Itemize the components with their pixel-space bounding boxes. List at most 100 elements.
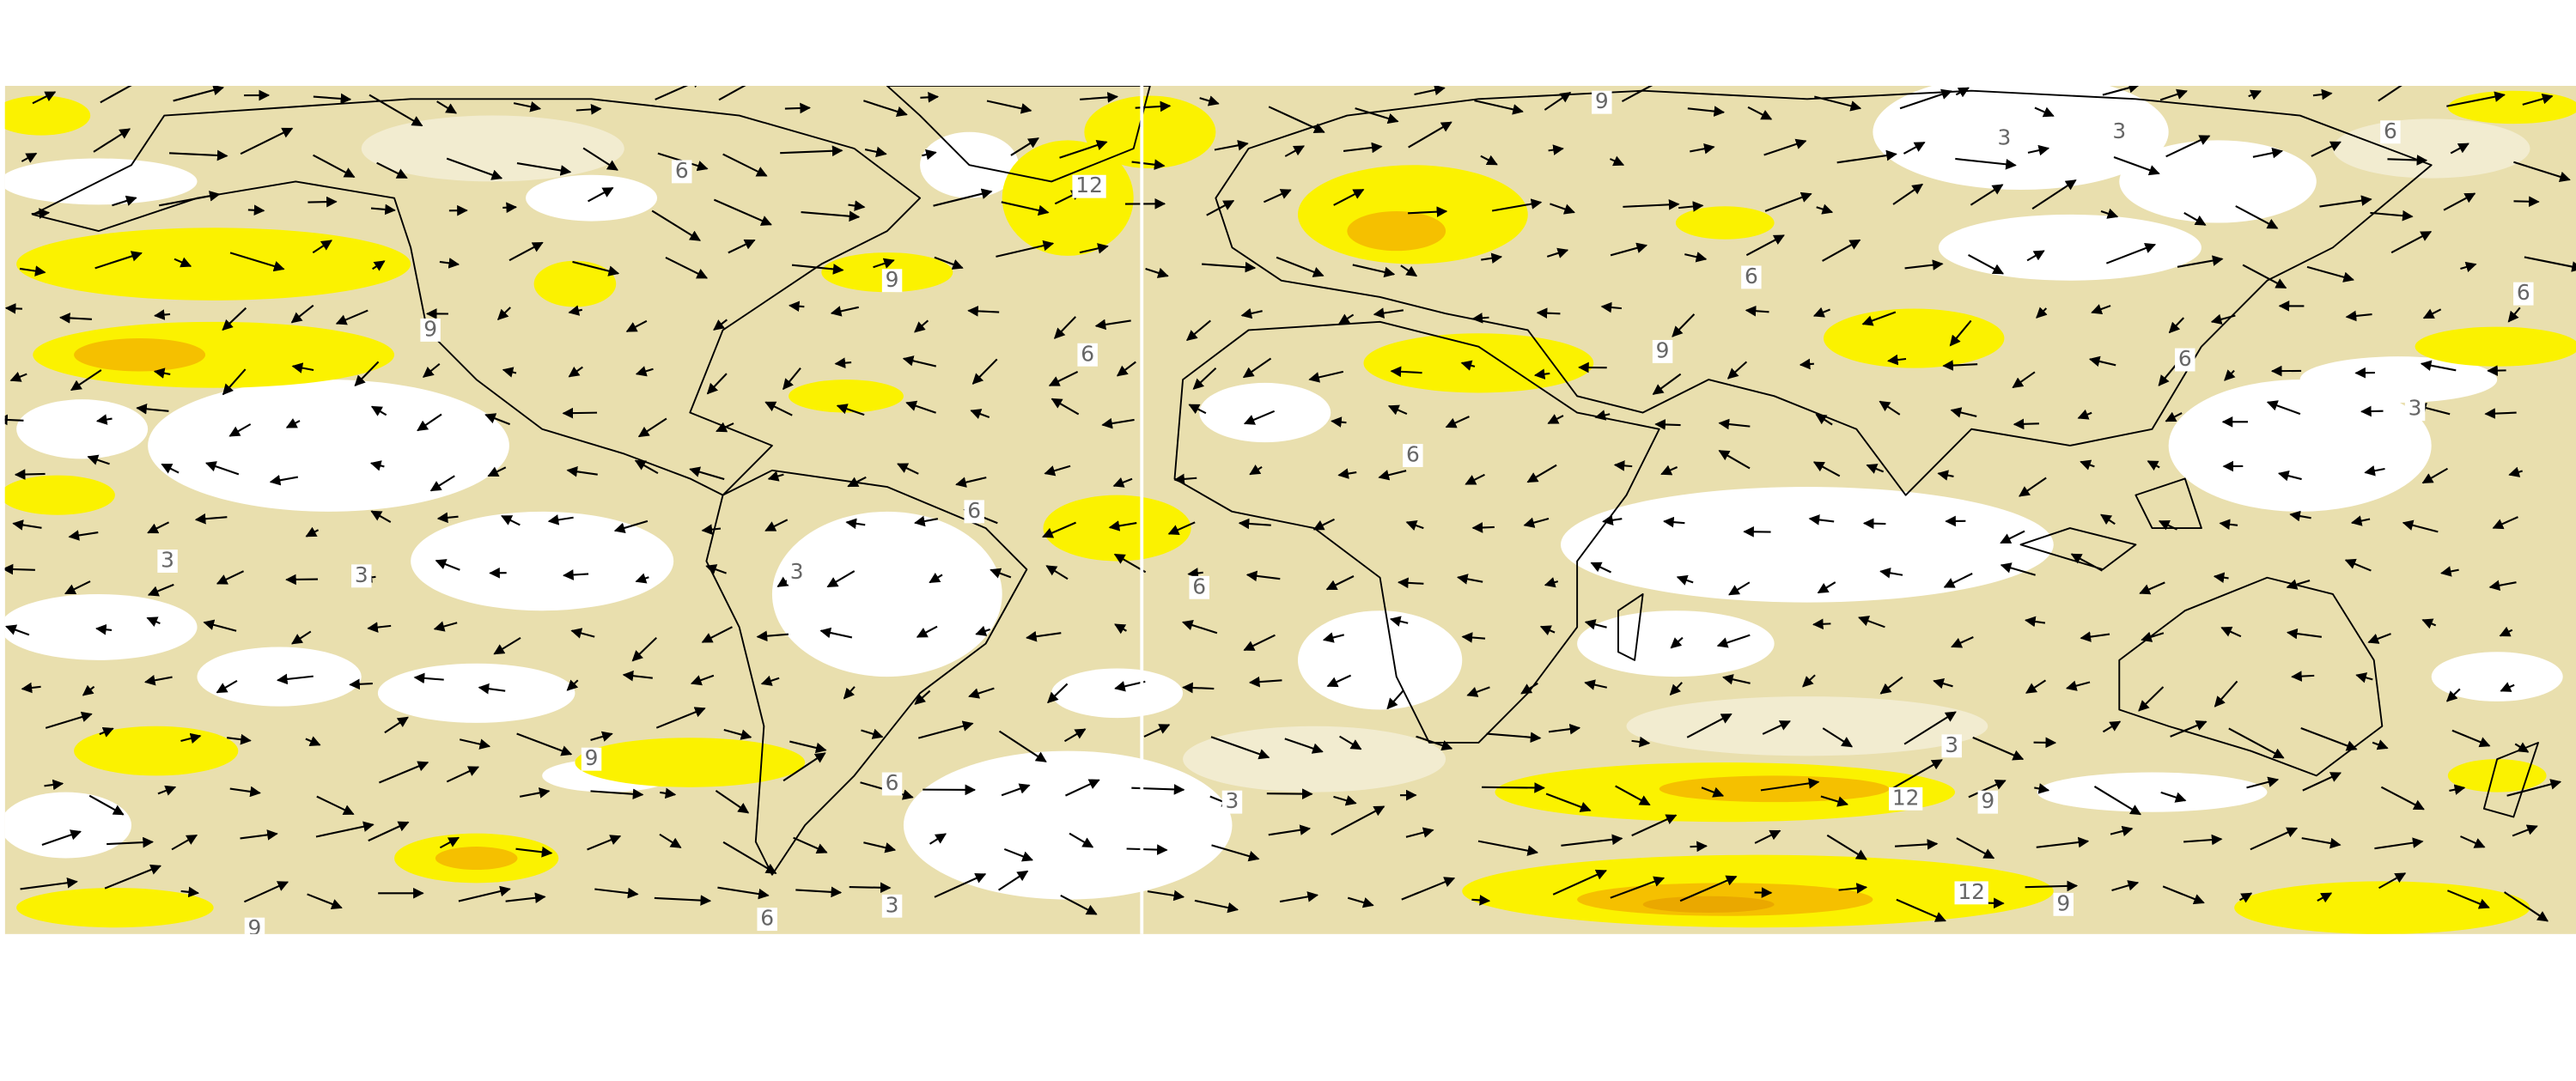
wind-arrow	[1623, 198, 1680, 210]
wind-arrow	[1933, 677, 1953, 689]
contour-label: 6	[675, 158, 689, 183]
contour-region	[4, 475, 115, 515]
wind-arrow	[1211, 844, 1260, 862]
wind-arrow	[1044, 465, 1071, 477]
wind-arrow	[1333, 188, 1365, 206]
contour-region	[2037, 772, 2268, 812]
wind-arrow	[914, 515, 939, 527]
wind-arrow	[1401, 877, 1456, 901]
wind-arrow	[998, 870, 1029, 891]
wind-arrow	[2374, 837, 2424, 850]
wind-arrow	[1686, 713, 1733, 738]
wind-arrow	[1242, 357, 1272, 379]
wind-arrow	[1263, 189, 1292, 203]
wind-arrow	[1747, 106, 1773, 120]
wind-arrow	[19, 265, 46, 276]
wind-arrow	[764, 401, 793, 416]
wind-arrow	[1322, 632, 1344, 643]
wind-arrow	[2449, 784, 2466, 795]
wind-arrow	[2111, 880, 2140, 892]
wind-arrow	[2183, 212, 2207, 226]
wind-arrow	[1373, 307, 1404, 319]
contour-region	[789, 380, 904, 413]
wind-arrow	[2235, 205, 2279, 229]
wind-arrow	[1950, 407, 1977, 418]
wind-arrow	[1386, 689, 1404, 710]
contour-region	[1642, 896, 1775, 913]
wind-arrow	[435, 559, 460, 571]
wind-arrow	[2220, 626, 2242, 638]
wind-arrow	[513, 101, 542, 112]
contour-label-box	[1889, 786, 1923, 811]
wind-arrow	[2451, 729, 2491, 748]
wind-arrow	[1718, 418, 1751, 430]
wind-arrow	[2302, 772, 2342, 792]
wind-arrow	[1167, 521, 1196, 535]
wind-arrow	[2165, 411, 2183, 422]
wind-arrow	[986, 100, 1032, 114]
wind-arrow	[1814, 95, 1862, 112]
wind-arrow	[368, 821, 410, 842]
wind-arrow	[161, 463, 180, 474]
wind-arrow	[914, 689, 931, 705]
wind-arrow	[1378, 470, 1407, 481]
wind-arrow	[2286, 628, 2323, 640]
wind-arrow	[2228, 727, 2285, 759]
wind-arrow	[1879, 400, 1901, 416]
wind-arrow	[1471, 522, 1495, 533]
contour-label: 3	[2112, 118, 2126, 143]
wind-arrow	[1471, 313, 1489, 324]
wind-arrow	[1465, 473, 1485, 485]
contour-label: 6	[1081, 341, 1094, 366]
wind-arrow	[143, 675, 173, 686]
wind-arrow	[975, 625, 991, 636]
wind-arrow	[934, 872, 987, 898]
wind-arrow	[1240, 307, 1263, 319]
wind-arrow	[1955, 157, 2017, 170]
wind-arrow	[728, 239, 756, 254]
contour-region	[377, 663, 575, 723]
contour-label: 12	[1075, 173, 1103, 197]
wind-arrow	[305, 736, 321, 746]
wind-arrow	[227, 733, 252, 745]
contour-label: 9	[423, 316, 437, 341]
wind-arrow	[654, 895, 712, 906]
wind-arrow	[967, 306, 1000, 317]
wind-arrow	[1663, 516, 1685, 528]
wind-arrow	[767, 471, 784, 482]
wind-arrow	[2139, 581, 2165, 595]
wind-arrow	[2492, 516, 2518, 530]
wind-arrow	[1268, 824, 1312, 836]
wind-arrow	[1192, 367, 1217, 390]
wind-arrow	[1331, 416, 1347, 428]
wind-arrow	[713, 319, 728, 331]
wind-arrow	[819, 627, 853, 639]
wind-arrow	[756, 630, 789, 642]
wind-arrow	[2445, 688, 2461, 702]
wind-arrow	[2013, 418, 2039, 430]
contour-region	[4, 593, 198, 660]
wind-arrow	[1182, 682, 1215, 694]
wind-arrow	[1690, 841, 1708, 853]
wind-arrow	[1672, 313, 1696, 337]
wind-arrow	[1615, 785, 1651, 806]
wind-arrow	[625, 319, 648, 332]
wind-arrow	[1308, 370, 1344, 383]
wind-arrow	[4, 302, 22, 314]
wind-arrow	[335, 309, 368, 325]
wind-arrow	[2372, 739, 2389, 750]
wind-arrow	[1812, 307, 1830, 318]
wind-arrow	[1480, 155, 1498, 166]
wind-arrow	[1001, 783, 1031, 797]
contour-label-box	[881, 269, 903, 293]
wind-arrow	[446, 766, 480, 783]
contour-region	[2332, 118, 2530, 179]
wind-arrow	[31, 208, 51, 219]
wind-arrow	[1047, 683, 1069, 704]
contour-region	[16, 399, 149, 459]
contour-label-box	[581, 747, 602, 771]
wind-arrow	[1238, 518, 1271, 530]
wind-arrow	[1069, 832, 1094, 848]
wind-arrow	[968, 687, 995, 699]
contour-region	[411, 511, 674, 611]
